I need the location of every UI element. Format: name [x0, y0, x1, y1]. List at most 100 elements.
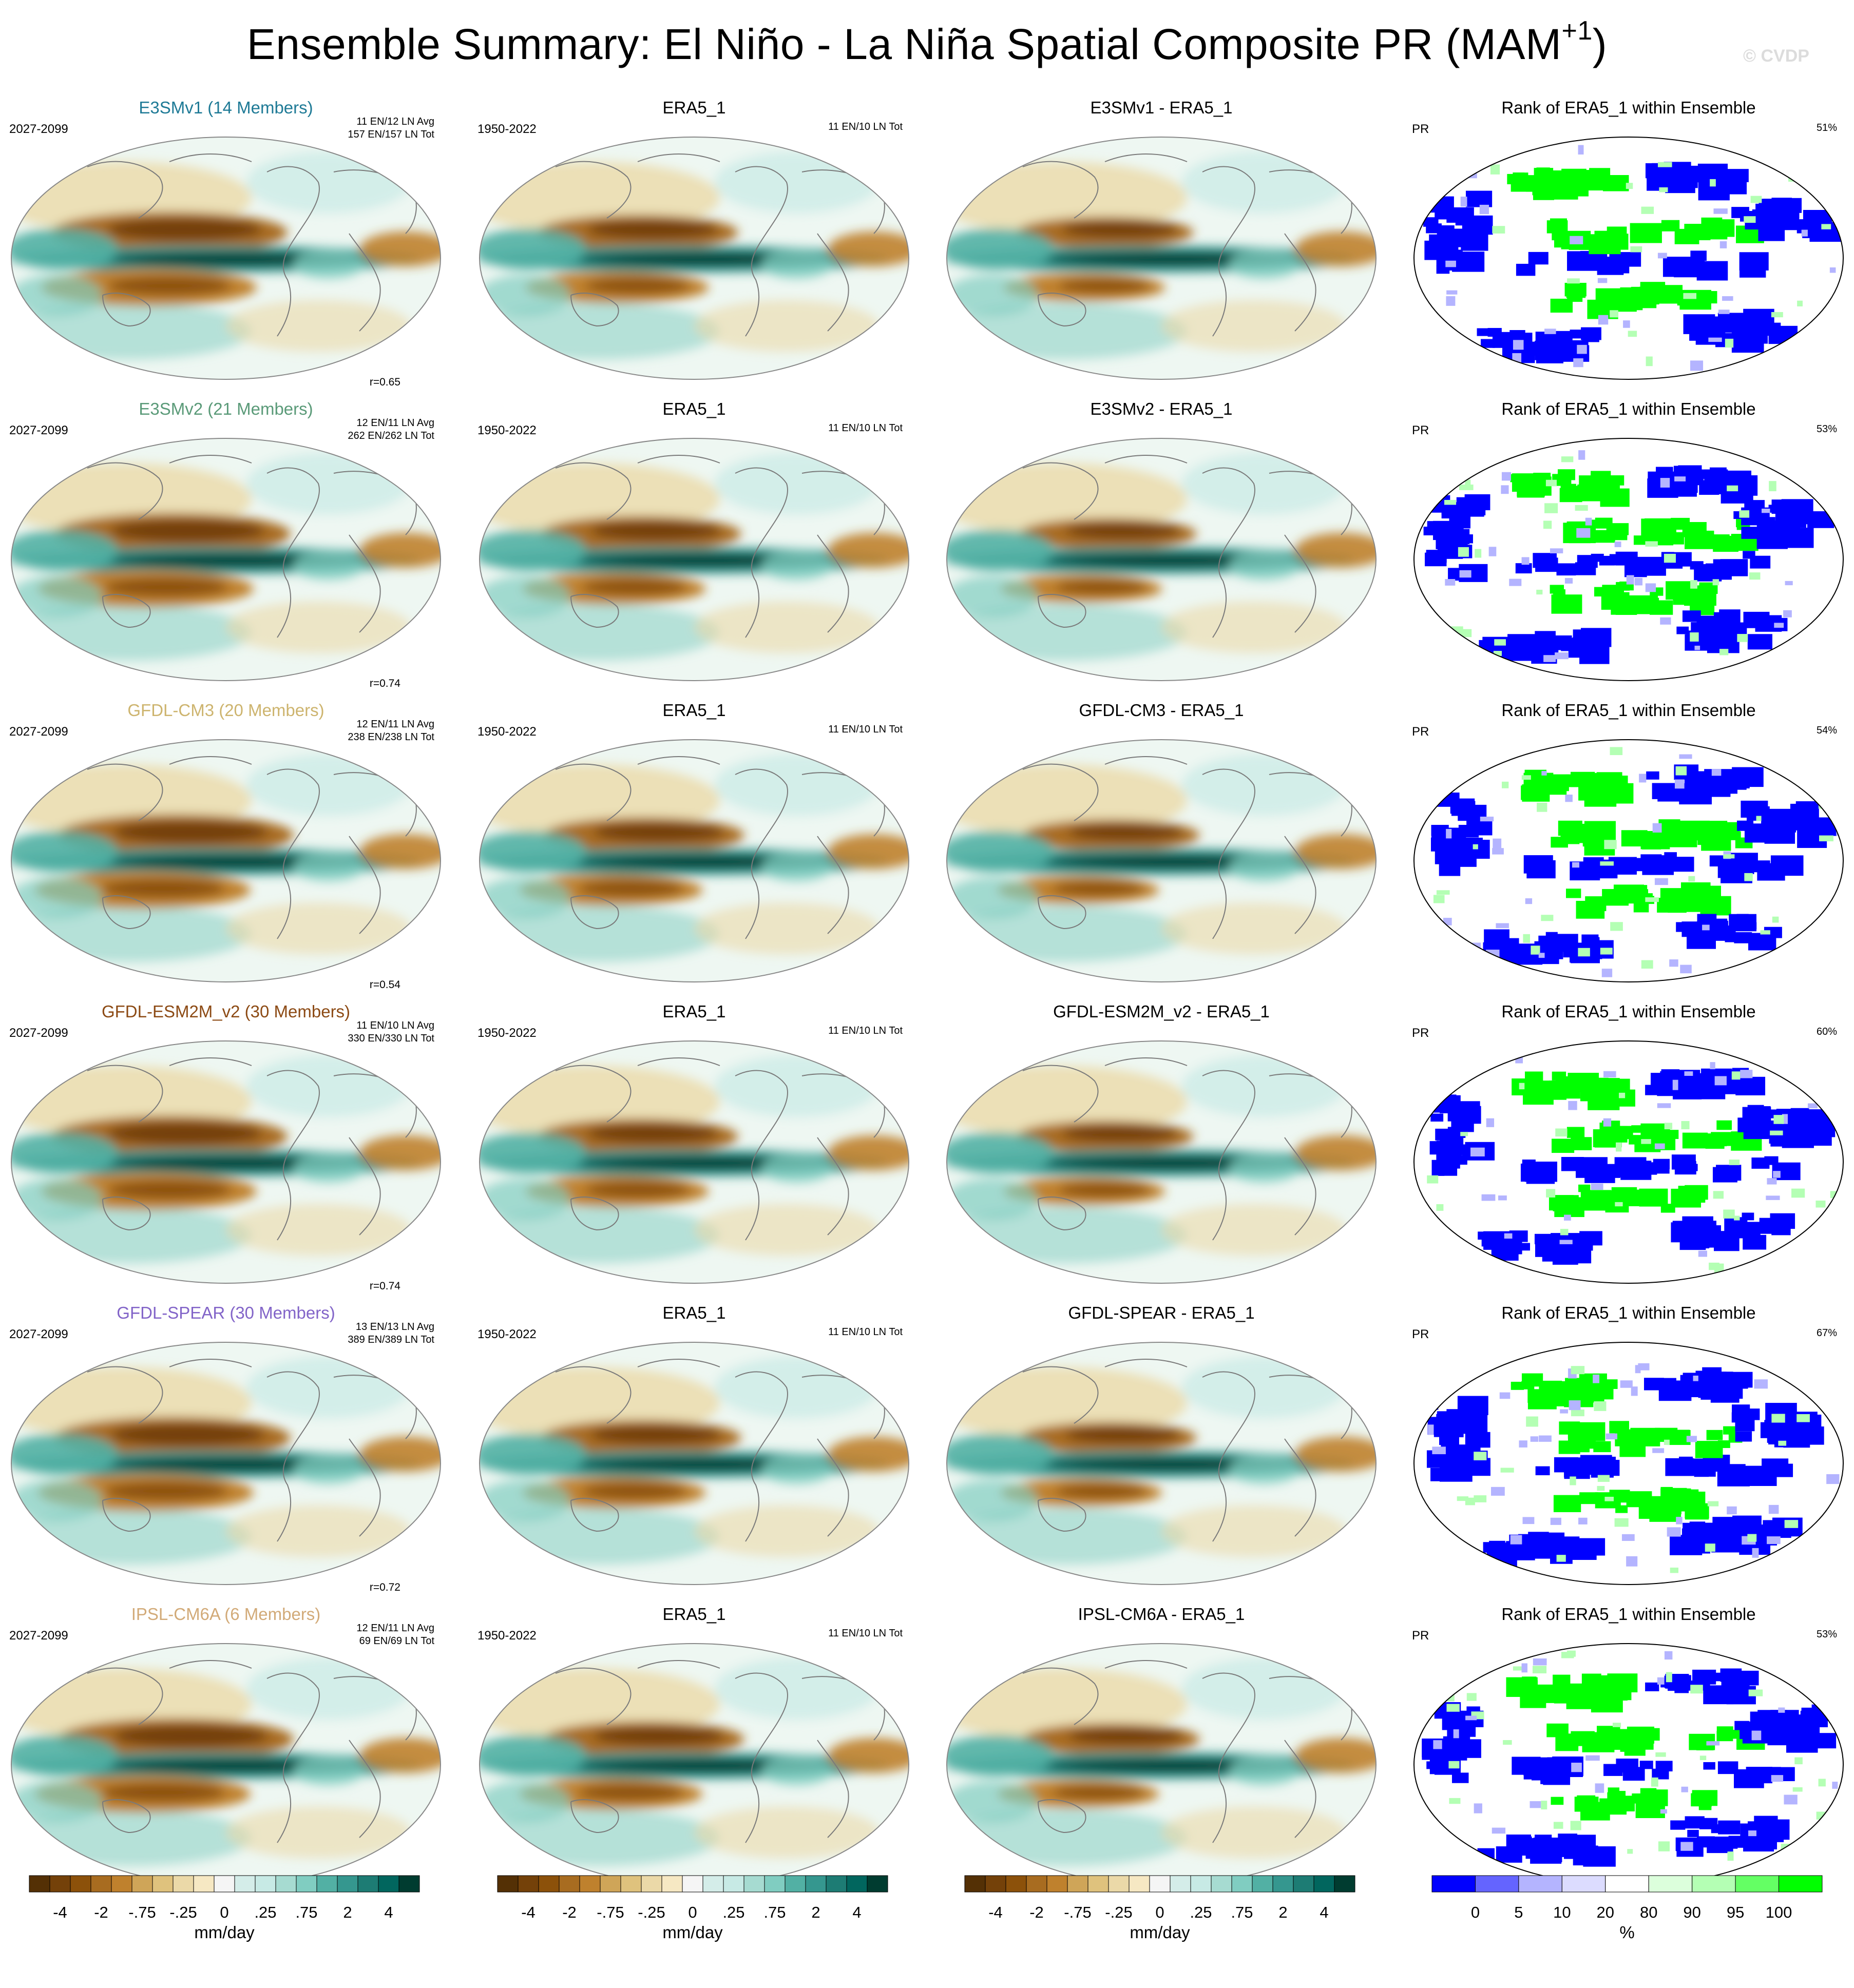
panel-model: GFDL-ESM2M_v2 (30 Members) 2027-2099 11 EN… — [0, 999, 452, 1300]
colorbar-tick-label: 4 — [384, 1903, 393, 1921]
colorbar-swatch — [152, 1875, 174, 1893]
years-label: 1950-2022 — [477, 725, 537, 739]
avg-count: 12 EN/11 LN Avg — [356, 1623, 434, 1634]
rank-map — [1413, 137, 1844, 380]
panel-title: ERA5_1 — [662, 1002, 726, 1021]
colorbar-swatch — [661, 1875, 683, 1893]
colorbar-swatch — [255, 1875, 276, 1893]
colorbar-swatch — [111, 1875, 132, 1893]
colorbar-swatch — [620, 1875, 642, 1893]
colorbar-swatch — [1087, 1875, 1109, 1893]
years-label: 2027-2099 — [9, 423, 68, 437]
colorbar-tick-label: -.25 — [638, 1903, 665, 1921]
years-label: 1950-2022 — [477, 1327, 537, 1341]
cvdp-credit: © CVDP — [1743, 46, 1809, 66]
obs-composite-map — [479, 739, 909, 982]
colorbar-unit: % — [1619, 1923, 1635, 1942]
panel-title: GFDL-CM3 - ERA5_1 — [1079, 701, 1244, 720]
colorbar-swatch — [29, 1875, 50, 1893]
colorbar-swatch — [641, 1875, 662, 1893]
colorbar-swatch — [1170, 1875, 1191, 1893]
panel-diff: E3SMv1 - ERA5_1 — [935, 95, 1387, 396]
event-counts: 12 EN/11 LN Avg 69 EN/69 LN Tot — [356, 1622, 434, 1648]
event-counts: 11 EN/12 LN Avg 157 EN/157 LN Tot — [348, 115, 434, 141]
panel-rank: Rank of ERA5_1 within Ensemble PR 54% — [1403, 698, 1854, 998]
panel-obs: ERA5_1 1950-2022 11 EN/10 LN Tot — [468, 1601, 920, 1902]
colorbar-tick-label: 2 — [1278, 1903, 1288, 1921]
colorbar-swatch — [1293, 1875, 1314, 1893]
colorbar-swatch — [497, 1875, 519, 1893]
colorbar-model: -4 -2 -.75 -.25 0 .25 .75 2 4 mm/day — [0, 1868, 452, 1971]
panel-obs: ERA5_1 1950-2022 11 EN/10 LN Tot — [468, 396, 920, 697]
colorbar-swatch — [743, 1875, 765, 1893]
colorbar-swatches — [29, 1875, 420, 1893]
panel-rank: Rank of ERA5_1 within Ensemble PR 67% — [1403, 1300, 1854, 1601]
panel-obs: ERA5_1 1950-2022 11 EN/10 LN Tot — [468, 698, 920, 998]
rank-map — [1413, 1643, 1844, 1886]
colorbar-tick-label: 5 — [1514, 1903, 1523, 1921]
colorbar-tick-label: -4 — [53, 1903, 67, 1921]
colorbar-swatch — [357, 1875, 379, 1893]
colorbar-tick-label: .75 — [1231, 1903, 1253, 1921]
pattern-correlation: r=0.65 — [369, 376, 400, 388]
years-label: 1950-2022 — [477, 1629, 537, 1643]
avg-count: 13 EN/13 LN Avg — [355, 1321, 434, 1333]
model-composite-map — [11, 438, 441, 681]
colorbar-tick-label: -.75 — [597, 1903, 624, 1921]
panel-rank: Rank of ERA5_1 within Ensemble PR 51% — [1403, 95, 1854, 396]
colorbar-swatch — [764, 1875, 786, 1893]
event-counts: 11 EN/10 LN Tot — [828, 1628, 903, 1639]
colorbar-tick-label: 100 — [1765, 1903, 1792, 1921]
colorbar-swatch — [1561, 1875, 1606, 1893]
rank-map — [1413, 1040, 1844, 1284]
colorbar-swatch — [398, 1875, 420, 1893]
colorbar-rank: 0 5 10 20 80 90 95 100% — [1403, 1868, 1854, 1971]
colorbar-swatch — [1067, 1875, 1088, 1893]
obs-composite-map — [479, 137, 909, 380]
panel-obs: ERA5_1 1950-2022 11 EN/10 LN Tot — [468, 999, 920, 1300]
colorbar-swatches — [964, 1875, 1355, 1893]
colorbar-swatch — [682, 1875, 703, 1893]
panel-title: ERA5_1 — [662, 1303, 726, 1322]
colorbar-swatch — [867, 1875, 888, 1893]
panel-model: E3SMv2 (21 Members) 2027-2099 12 EN/11 LN … — [0, 396, 452, 697]
difference-map — [946, 137, 1377, 380]
colorbar-swatch — [131, 1875, 153, 1893]
event-counts: 11 EN/10 LN Avg 330 EN/330 LN Tot — [348, 1019, 434, 1045]
panel-title: E3SMv1 (14 Members) — [139, 98, 313, 117]
panel-model: GFDL-SPEAR (30 Members) 2027-2099 13 EN/13… — [0, 1300, 452, 1601]
panel-title: Rank of ERA5_1 within Ensemble — [1501, 701, 1756, 720]
colorbar-swatch — [234, 1875, 256, 1893]
panel-rank: Rank of ERA5_1 within Ensemble PR 60% — [1403, 999, 1854, 1300]
colorbar-tick-label: 2 — [811, 1903, 820, 1921]
difference-map — [946, 1040, 1377, 1284]
event-counts: 11 EN/10 LN Tot — [828, 121, 903, 132]
colorbar-swatch — [538, 1875, 560, 1893]
colorbar-tick-label: -4 — [988, 1903, 1003, 1921]
years-label: 2027-2099 — [9, 122, 68, 136]
panel-title: IPSL-CM6A - ERA5_1 — [1078, 1605, 1245, 1624]
avg-count: 11 EN/10 LN Avg — [356, 1020, 434, 1031]
total-count: 69 EN/69 LN Tot — [359, 1635, 434, 1647]
colorbar-swatch — [1334, 1875, 1355, 1893]
colorbar-swatch — [964, 1875, 986, 1893]
variable-label: PR — [1412, 1327, 1429, 1341]
years-label: 2027-2099 — [9, 1327, 68, 1341]
colorbar-swatch — [1779, 1875, 1823, 1893]
panel-title: ERA5_1 — [662, 1605, 726, 1624]
colorbar-tick-label: .75 — [295, 1903, 318, 1921]
difference-map — [946, 438, 1377, 681]
panel-obs: ERA5_1 1950-2022 11 EN/10 LN Tot — [468, 95, 920, 396]
colorbar-tick-label: -.25 — [1105, 1903, 1133, 1921]
years-label: 1950-2022 — [477, 1026, 537, 1040]
rank-percent: 67% — [1816, 1327, 1837, 1339]
colorbar-swatch — [296, 1875, 317, 1893]
figure-title: Ensemble Summary: El Niño - La Niña Spat… — [246, 16, 1608, 68]
colorbar-swatch — [1475, 1875, 1519, 1893]
obs-composite-map — [479, 1342, 909, 1585]
colorbar-swatch — [600, 1875, 621, 1893]
panel-title: E3SMv2 (21 Members) — [139, 399, 313, 418]
total-count: 262 EN/262 LN Tot — [348, 430, 434, 441]
panel-model: GFDL-CM3 (20 Members) 2027-2099 12 EN/11 L… — [0, 698, 452, 998]
colorbar-swatch — [90, 1875, 112, 1893]
